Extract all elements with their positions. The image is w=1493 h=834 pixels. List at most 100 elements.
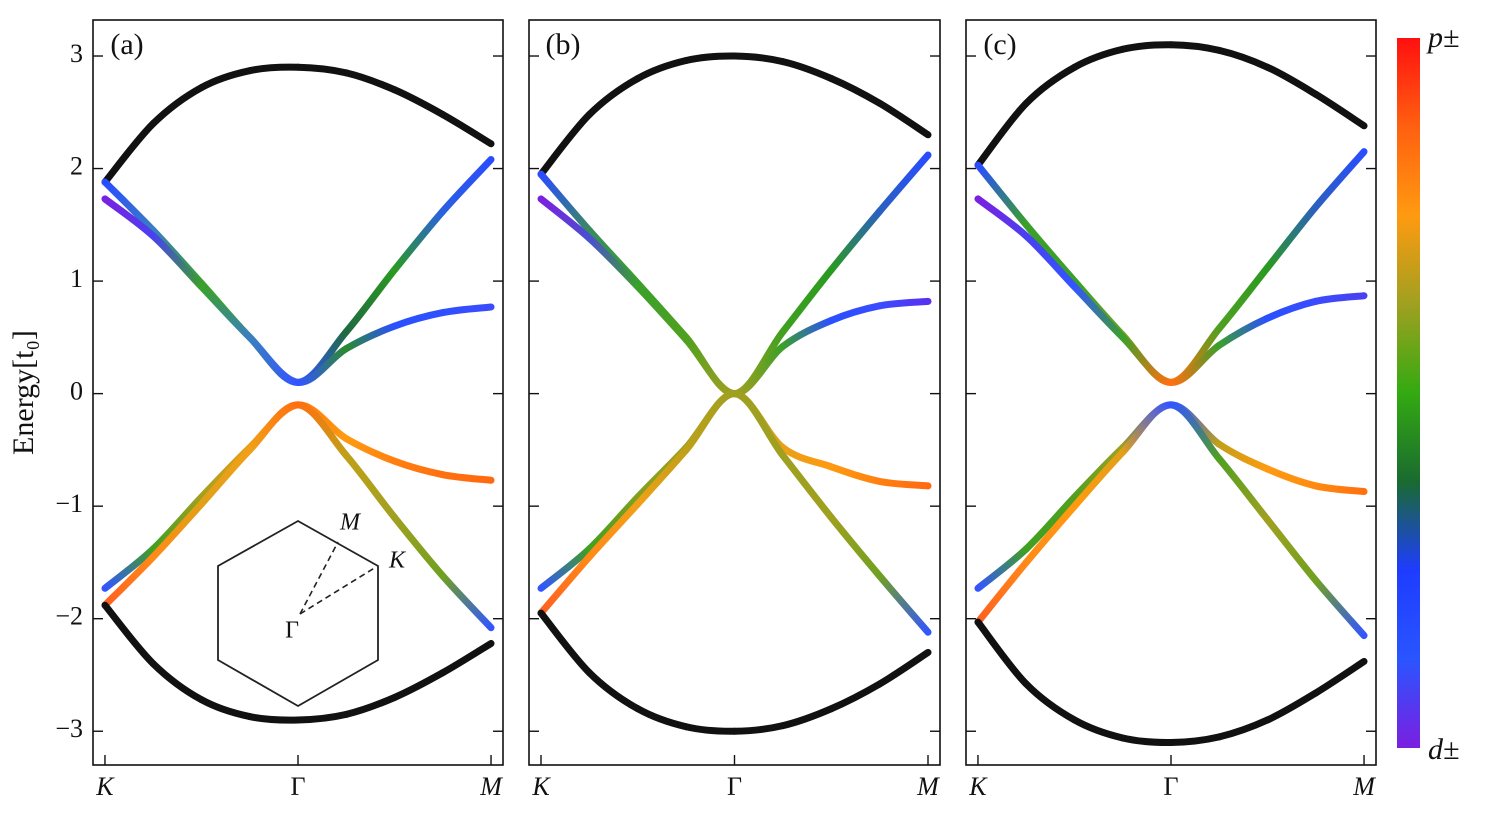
- band-segment: [1312, 657, 1368, 697]
- band-segment: [731, 722, 787, 735]
- band-segment: [827, 513, 884, 580]
- band-segment: [1215, 455, 1272, 524]
- band-segment: [342, 452, 399, 521]
- band-segment: [1070, 45, 1127, 71]
- band-segment: [682, 390, 738, 454]
- band-segment: [149, 660, 205, 704]
- band-segment: [537, 195, 593, 242]
- plot-frame: [965, 19, 1377, 766]
- panel-label: (c): [983, 28, 1016, 61]
- band-segment: [779, 444, 835, 471]
- band-segment: [634, 283, 690, 344]
- band-segment: [876, 572, 932, 636]
- band-segment: [827, 75, 884, 107]
- x-tick-label: Γ: [727, 772, 742, 801]
- band-segment: [197, 67, 254, 92]
- band-segment: [294, 710, 350, 724]
- x-tick-label: Γ: [1163, 772, 1178, 801]
- x-tick-label: Γ: [290, 772, 305, 801]
- band-segment: [779, 266, 835, 336]
- band-segment: [342, 266, 399, 336]
- panel-label: (a): [110, 28, 143, 61]
- x-tick-label: K: [531, 772, 551, 801]
- band-segment: [149, 84, 205, 128]
- band-segment: [974, 195, 1030, 240]
- x-tick-label: M: [479, 772, 503, 801]
- inset-label: K: [388, 548, 407, 574]
- band-segment: [634, 57, 690, 83]
- band-segment: [1022, 232, 1078, 291]
- band-segment: [246, 401, 302, 454]
- band-segment: [1167, 341, 1223, 386]
- y-tick-label: 1: [70, 264, 83, 293]
- band-segment: [1312, 576, 1368, 640]
- band-segment: [1312, 482, 1368, 496]
- band-segment: [876, 297, 932, 310]
- band-segment: [1070, 716, 1127, 742]
- band-segment: [1215, 716, 1272, 741]
- band-segment: [1215, 314, 1272, 349]
- band-segment: [197, 446, 254, 508]
- band-segment: [246, 713, 302, 724]
- y-tick-label: −1: [55, 489, 83, 518]
- band-segment: [974, 161, 1030, 229]
- brillouin-zone-inset: Γ M K: [217, 510, 407, 708]
- band-segment: [974, 99, 1030, 169]
- band-segment: [391, 457, 447, 479]
- band-segment: [537, 553, 593, 617]
- band-segment: [1119, 41, 1175, 53]
- band-segment: [876, 648, 932, 688]
- y-tick-label: −3: [55, 714, 83, 743]
- panel-label: (b): [546, 28, 581, 61]
- band-segment: [585, 500, 642, 561]
- y-tick-label: 3: [70, 39, 83, 68]
- band-segment: [101, 195, 157, 240]
- band-segment: [1264, 203, 1320, 272]
- band-segment: [537, 170, 593, 234]
- band-segment: [779, 452, 835, 521]
- band-segment: [391, 669, 447, 701]
- band-segment: [1022, 63, 1078, 107]
- band-segment: [585, 234, 642, 291]
- band-segment: [149, 500, 205, 561]
- x-tick-label: M: [916, 772, 940, 801]
- band-segment: [149, 232, 205, 291]
- band-segment: [439, 639, 495, 677]
- band-segment: [1312, 148, 1368, 211]
- band-segment: [1022, 493, 1078, 553]
- band-segment: [1264, 689, 1320, 724]
- band-segment: [634, 705, 690, 731]
- band-segment: [439, 156, 495, 215]
- band-segment: [974, 545, 1030, 592]
- band-segment: [391, 86, 447, 119]
- y-axis-label: Energy[t₀]: [7, 330, 40, 455]
- band-segment: [101, 120, 157, 186]
- band-segment: [1167, 733, 1223, 746]
- band-segment: [1215, 264, 1272, 332]
- band-segment: [391, 309, 447, 330]
- x-tick-label: M: [1352, 772, 1376, 801]
- band-segment: [391, 207, 447, 274]
- band-segment: [974, 618, 1030, 688]
- band-segment: [876, 151, 932, 215]
- band-segment: [246, 63, 302, 75]
- band-segment: [101, 545, 157, 592]
- band-segment: [294, 345, 350, 386]
- band-segment: [731, 52, 787, 66]
- band-segment: [537, 545, 593, 592]
- y-tick-label: 0: [70, 377, 83, 406]
- inset-label: Γ: [285, 618, 299, 644]
- band-segment: [731, 390, 787, 460]
- band-segment: [1312, 90, 1368, 130]
- band-segment: [391, 513, 447, 580]
- band-segment: [1119, 734, 1175, 747]
- x-tick-label: K: [95, 772, 115, 801]
- band-segment: [585, 669, 642, 713]
- band-segment: [537, 111, 593, 178]
- band-segment: [634, 446, 690, 508]
- band-segment: [827, 680, 884, 713]
- band-segment: [1119, 333, 1175, 386]
- x-tick-label: K: [968, 772, 988, 801]
- colorbar-label: d±: [1428, 733, 1459, 766]
- band-segment: [827, 302, 884, 324]
